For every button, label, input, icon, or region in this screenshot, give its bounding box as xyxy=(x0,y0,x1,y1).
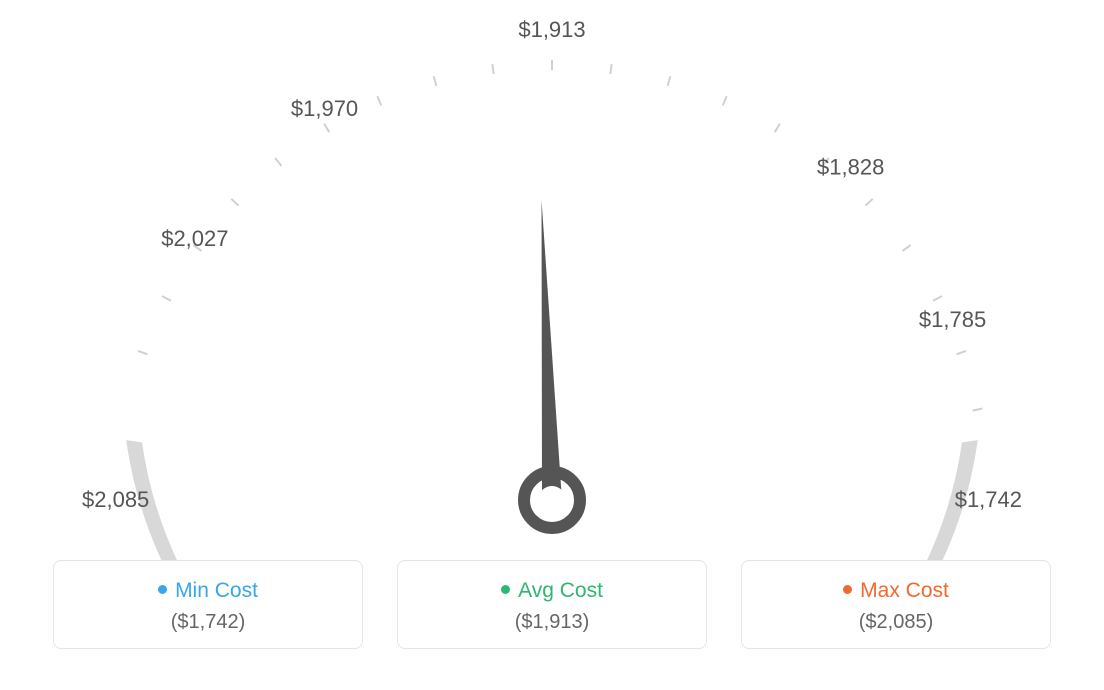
gauge-subtick xyxy=(903,245,911,251)
gauge-tick xyxy=(474,107,480,137)
gauge-needle-hub-inner xyxy=(538,486,566,514)
legend-title-min-text: Min Cost xyxy=(175,579,258,602)
gauge-label: $2,085 xyxy=(82,487,149,512)
gauge-tick xyxy=(799,216,835,252)
gauge-tick xyxy=(268,216,304,252)
legend-dot-min xyxy=(158,585,167,594)
gauge-subtick xyxy=(957,351,966,354)
gauge-subtick xyxy=(933,296,942,301)
gauge-container: $1,742 $1,785 $1,828 $1,913 $1,970 $2,027 $2,0… xyxy=(0,0,1104,560)
gauge-subtick xyxy=(162,296,171,301)
gauge-tick xyxy=(182,347,229,367)
legend-title-max-text: Max Cost xyxy=(860,579,949,602)
gauge-tick xyxy=(686,130,706,177)
gauge-label: $1,828 xyxy=(817,155,884,180)
legend-title-min: Min Cost xyxy=(64,579,352,603)
gauge-tick xyxy=(875,347,922,367)
legend-value-avg: ($1,913) xyxy=(408,611,696,634)
gauge-subtick xyxy=(434,76,437,86)
legend-title-avg: Avg Cost xyxy=(408,579,696,603)
legend-value-min: ($1,742) xyxy=(64,611,352,634)
legend-title-max: Max Cost xyxy=(752,579,1040,603)
gauge-svg: $1,742 $1,785 $1,828 $1,913 $1,970 $2,027 $2,0… xyxy=(0,0,1104,560)
gauge-subtick xyxy=(723,96,727,105)
gauge-tick xyxy=(915,422,945,428)
gauge-tick xyxy=(399,130,419,177)
gauge-tick xyxy=(159,422,189,428)
gauge-subtick xyxy=(275,158,281,166)
legend-card-avg: Avg Cost ($1,913) xyxy=(397,560,707,649)
legend-card-min: Min Cost ($1,742) xyxy=(53,560,363,649)
gauge-tick xyxy=(219,277,245,294)
gauge-tick xyxy=(758,167,775,193)
gauge-subtick xyxy=(138,351,147,354)
gauge-tick xyxy=(860,277,886,294)
legend-row: Min Cost ($1,742) Avg Cost ($1,913) Max … xyxy=(0,560,1104,679)
gauge-subtick xyxy=(492,64,493,74)
gauge-label: $1,785 xyxy=(919,307,986,332)
legend-dot-avg xyxy=(501,585,510,594)
legend-title-avg-text: Avg Cost xyxy=(518,579,603,602)
gauge-label: $1,913 xyxy=(518,17,585,42)
legend-card-max: Max Cost ($2,085) xyxy=(741,560,1051,649)
gauge-subtick xyxy=(973,409,983,411)
gauge-label: $2,027 xyxy=(161,226,228,251)
gauge-subtick xyxy=(668,76,671,86)
gauge-label: $1,970 xyxy=(291,96,358,121)
gauge-subtick xyxy=(610,64,611,74)
gauge-tick xyxy=(329,167,346,193)
gauge-subtick xyxy=(865,199,872,206)
legend-value-max: ($2,085) xyxy=(752,611,1040,634)
legend-dot-max xyxy=(843,585,852,594)
gauge-graphic: $1,742 $1,785 $1,828 $1,913 $1,970 $2,027 $2,0… xyxy=(82,17,1022,560)
gauge-needle xyxy=(542,200,562,500)
gauge-tick xyxy=(624,107,630,137)
gauge-subtick xyxy=(775,124,780,133)
gauge-subtick xyxy=(324,124,329,133)
gauge-subtick xyxy=(377,96,381,105)
gauge-label: $1,742 xyxy=(955,487,1022,512)
gauge-subtick xyxy=(231,199,238,206)
